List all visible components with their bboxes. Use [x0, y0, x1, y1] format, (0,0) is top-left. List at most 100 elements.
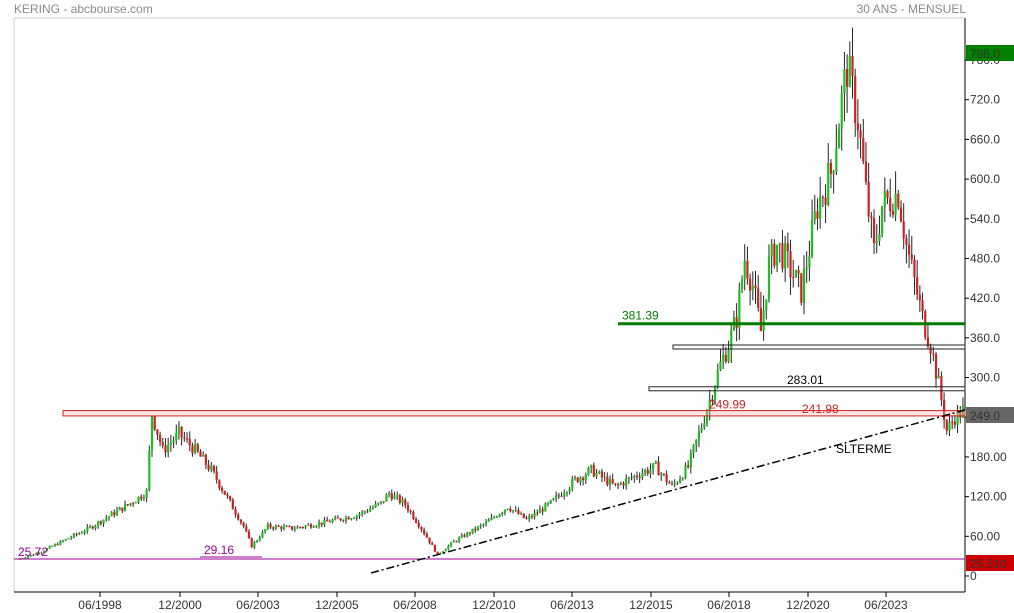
- candle-body: [808, 256, 811, 268]
- candle-body: [185, 438, 189, 440]
- candle-body: [697, 431, 701, 440]
- price-tag-box: [966, 407, 1014, 423]
- trendline-label: SLTERME: [836, 442, 892, 456]
- y-tick-label: 660.0: [970, 132, 1000, 146]
- candle-body: [703, 423, 706, 428]
- candle-body: [891, 210, 895, 215]
- candle-body: [565, 492, 569, 494]
- candle-body: [455, 541, 458, 543]
- candle-body: [662, 473, 666, 475]
- candle-body: [441, 551, 445, 554]
- candle-body: [665, 474, 668, 483]
- x-tick-label: 12/2000: [158, 598, 202, 612]
- candle-body: [937, 375, 940, 379]
- candle-body: [695, 439, 698, 446]
- candle-body: [105, 518, 108, 520]
- candle-body: [99, 521, 102, 524]
- candle-body: [282, 526, 286, 530]
- candle-body: [196, 444, 199, 452]
- candle-body: [334, 517, 337, 520]
- candle-body: [167, 444, 170, 453]
- x-tick-label: 06/1998: [78, 598, 122, 612]
- y-tick-label: 420.0: [970, 291, 1000, 305]
- candle-body: [466, 532, 469, 537]
- candle-body: [83, 531, 86, 533]
- candle-body: [379, 501, 383, 503]
- candle-body: [229, 496, 232, 500]
- candle-body: [88, 526, 92, 528]
- candle-body: [420, 526, 423, 530]
- x-tick-label: 12/2020: [786, 598, 830, 612]
- x-tick-label: 06/2023: [864, 598, 908, 612]
- candle-body: [463, 535, 466, 537]
- candle-body: [113, 512, 116, 516]
- x-tick-label: 06/2008: [393, 598, 437, 612]
- candle-body: [886, 191, 889, 198]
- candle-body: [832, 171, 835, 174]
- chart-period: 30 ANS - MENSUEL: [856, 2, 966, 16]
- trendline-slterme: [370, 409, 966, 574]
- candle-body: [921, 300, 924, 312]
- candle-body: [603, 476, 606, 478]
- candle-body: [80, 532, 84, 534]
- x-tick-label: 06/2013: [550, 598, 594, 612]
- candle-body: [393, 495, 396, 500]
- candle-body: [525, 517, 528, 519]
- y-tick-label: 60.00: [970, 529, 1000, 543]
- candle-body: [533, 512, 536, 517]
- candle-body: [293, 528, 296, 530]
- candle-body: [482, 524, 485, 526]
- candle-body: [59, 540, 62, 545]
- candle-body: [490, 517, 493, 520]
- candle-body: [824, 197, 827, 205]
- candle-body: [894, 193, 897, 215]
- candle-body: [522, 513, 525, 518]
- candle-body: [819, 197, 822, 219]
- candle-body: [223, 490, 226, 495]
- candle-body: [816, 211, 819, 219]
- candle-body: [458, 537, 461, 542]
- candle-body: [123, 504, 127, 511]
- candle-body: [161, 442, 164, 446]
- candle-body: [199, 451, 202, 457]
- candle-body: [269, 524, 272, 528]
- candle-body: [541, 509, 544, 512]
- candle-body: [299, 526, 302, 528]
- candle-body: [396, 495, 399, 497]
- candle-body: [951, 421, 954, 423]
- candle-body: [614, 483, 617, 485]
- candle-body: [646, 469, 649, 474]
- candle-body: [261, 531, 264, 538]
- price-tag-label: 25.510: [970, 557, 1007, 571]
- candle-body: [773, 243, 776, 266]
- candle-body: [789, 251, 792, 278]
- candle-body: [630, 477, 633, 479]
- candle-body: [342, 520, 345, 522]
- candle-body: [280, 526, 283, 530]
- candle-body: [563, 493, 566, 497]
- candle-body: [371, 507, 375, 509]
- candle-body: [959, 410, 962, 418]
- candle-body: [471, 528, 474, 534]
- candle-body: [328, 521, 331, 523]
- candle-body: [552, 498, 555, 501]
- candle-body: [881, 206, 884, 234]
- candle-body: [388, 493, 391, 495]
- candle-body: [711, 399, 714, 401]
- candle-body: [746, 260, 749, 279]
- candle-body: [670, 483, 674, 485]
- candle-body: [444, 549, 447, 552]
- candle-body: [786, 243, 789, 252]
- candle-body: [369, 508, 372, 512]
- candle-body: [778, 243, 781, 245]
- candle-body: [264, 529, 267, 532]
- candle-body: [110, 512, 113, 517]
- candle-body: [355, 515, 358, 519]
- candle-body: [770, 243, 773, 257]
- candle-body: [145, 489, 148, 498]
- candle-body: [285, 526, 288, 528]
- candle-body: [859, 130, 862, 139]
- candle-body: [115, 510, 119, 516]
- price-tag-box: [966, 45, 1014, 61]
- candle-body: [713, 386, 717, 400]
